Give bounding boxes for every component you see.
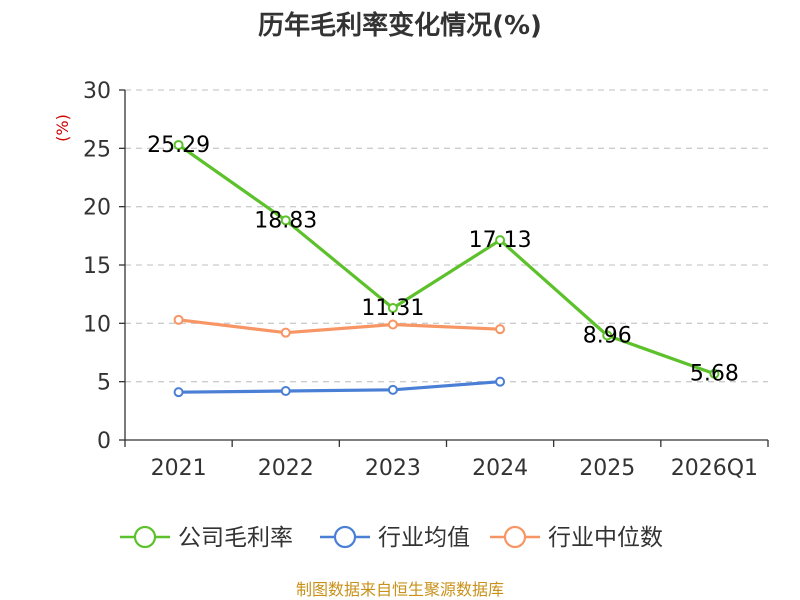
y-tick-label: 30 xyxy=(83,79,111,104)
series-line-1 xyxy=(178,380,501,394)
y-tick-label: 25 xyxy=(83,137,111,162)
legend-item-0[interactable]: 公司毛利率 xyxy=(120,525,293,551)
data-label: 17.13 xyxy=(469,228,532,253)
legend-marker-icon xyxy=(133,525,157,549)
source-note: 制图数据来自恒生聚源数据库 xyxy=(296,580,504,599)
series-layer xyxy=(173,139,720,398)
data-point xyxy=(280,215,291,226)
y-tick-label: 10 xyxy=(83,312,111,337)
x-axis-ticks: 2021 2022 2023 2024 2025 2026Q1 xyxy=(124,440,769,481)
data-label: 5.68 xyxy=(690,362,739,387)
legend-marker-icon xyxy=(503,525,527,549)
x-tick-label: 2022 xyxy=(258,456,314,481)
data-point xyxy=(173,387,184,398)
data-point xyxy=(709,368,720,379)
legend-label: 公司毛利率 xyxy=(178,525,293,551)
chart-title: 历年毛利率变化情况(%) xyxy=(258,10,542,41)
data-labels: 25.29 18.83 11.31 17.13 8.96 5.68 xyxy=(147,133,739,387)
x-tick-label: 2024 xyxy=(472,456,528,481)
legend-label: 行业均值 xyxy=(378,525,470,551)
legend[interactable]: 公司毛利率 行业均值 行业中位数 xyxy=(120,525,663,551)
legend-item-2[interactable]: 行业中位数 xyxy=(490,525,663,551)
data-point xyxy=(280,327,291,338)
y-tick-label: 15 xyxy=(83,254,111,279)
legend-marker-icon xyxy=(333,525,357,549)
series-line-2 xyxy=(178,318,501,335)
y-tick-label: 20 xyxy=(83,196,111,221)
x-tick-label: 2023 xyxy=(365,456,421,481)
legend-item-1[interactable]: 行业均值 xyxy=(320,525,470,551)
data-label: 11.31 xyxy=(361,296,424,321)
x-tick-label: 2021 xyxy=(151,456,207,481)
series-line-0 xyxy=(177,143,715,376)
y-axis-ticks: 0 5 10 15 20 25 30 xyxy=(83,79,125,454)
data-point xyxy=(387,303,398,314)
data-point xyxy=(280,386,291,396)
data-label: 18.83 xyxy=(254,208,317,233)
data-point xyxy=(173,314,184,325)
x-tick-label: 2025 xyxy=(579,456,635,481)
x-tick-label: 2026Q1 xyxy=(671,456,758,481)
data-label: 8.96 xyxy=(583,323,632,348)
data-point xyxy=(387,384,398,395)
data-label: 25.29 xyxy=(147,133,210,158)
data-point xyxy=(173,139,184,150)
y-axis-unit-label: (%) xyxy=(53,114,72,142)
data-point xyxy=(387,319,398,330)
data-point xyxy=(495,235,506,246)
grid-lines xyxy=(125,89,768,383)
data-point xyxy=(602,330,613,341)
data-point xyxy=(495,324,506,335)
legend-label: 行业中位数 xyxy=(548,525,663,551)
y-tick-label: 5 xyxy=(97,371,111,396)
y-tick-label: 0 xyxy=(97,429,111,454)
data-point xyxy=(495,376,506,387)
